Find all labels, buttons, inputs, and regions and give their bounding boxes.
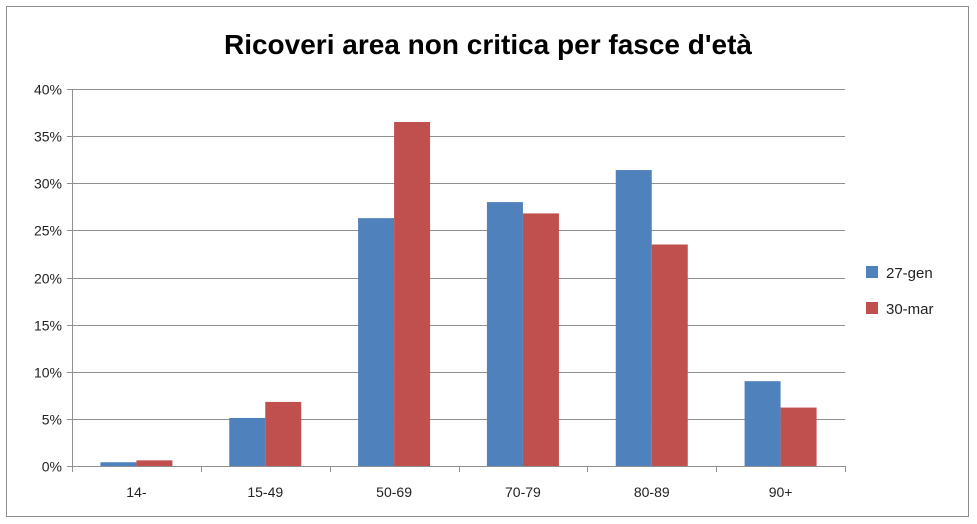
bar-27-gen-14-: [100, 462, 137, 466]
bar-30-mar-70-79: [522, 213, 559, 466]
chart-title: Ricoveri area non critica per fasce d'et…: [224, 29, 752, 60]
x-tick-label: 70-79: [505, 484, 541, 500]
legend-label: 30-mar: [886, 301, 934, 318]
gridlines: [72, 89, 845, 420]
bar-30-mar-50-69: [394, 121, 431, 467]
y-tick-label: 5%: [42, 412, 62, 428]
x-axis: 14- 15-49 50-69 70-79 80-89 90+: [72, 466, 846, 500]
x-tick-label: 15-49: [247, 484, 283, 500]
x-tick-label: 90+: [769, 484, 793, 500]
x-tick-label: 14-: [126, 484, 147, 500]
legend-swatch: [866, 302, 878, 314]
legend: 27-gen 30-mar: [866, 265, 934, 318]
x-tick-label: 50-69: [376, 484, 412, 500]
bar-30-mar-15-49: [265, 401, 302, 466]
y-tick-label: 0%: [42, 459, 62, 475]
y-tick-label: 10%: [34, 365, 62, 381]
y-tick-label: 25%: [34, 223, 62, 239]
legend-swatch: [866, 266, 878, 278]
bar-30-mar-90+: [780, 407, 817, 466]
bar-27-gen-70-79: [486, 202, 523, 466]
y-tick-label: 20%: [34, 271, 62, 287]
y-tick-label: 30%: [34, 176, 62, 192]
bar-27-gen-80-89: [615, 170, 652, 466]
bar-27-gen-50-69: [358, 218, 395, 466]
legend-label: 27-gen: [886, 265, 933, 282]
bar-27-gen-15-49: [229, 417, 266, 466]
y-axis: 0% 5% 10% 15% 20% 25% 30% 35% 40%: [34, 82, 73, 475]
y-tick-label: 15%: [34, 318, 62, 334]
x-tick-label: 80-89: [634, 484, 670, 500]
y-tick-label: 35%: [34, 129, 62, 145]
bars: [100, 121, 817, 467]
bar-30-mar-14-: [136, 460, 173, 466]
bar-30-mar-80-89: [651, 244, 688, 466]
y-tick-label: 40%: [34, 82, 62, 98]
bar-27-gen-90+: [744, 381, 781, 466]
